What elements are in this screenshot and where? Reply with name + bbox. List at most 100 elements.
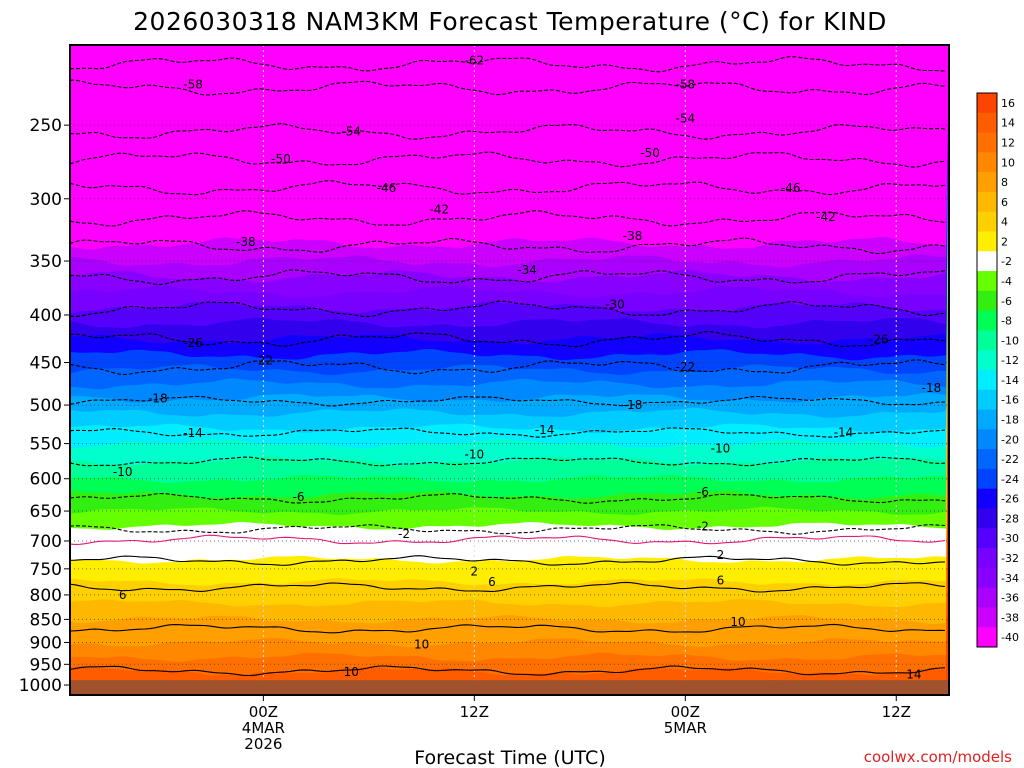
colorbar-swatch — [977, 607, 997, 628]
y-tick-label: 500 — [30, 396, 62, 416]
contour-line — [70, 427, 946, 438]
contour-line — [70, 456, 946, 467]
colorbar-swatch — [977, 290, 997, 312]
colorbar-swatch — [977, 152, 997, 173]
contour-label: -18 — [623, 398, 643, 412]
contour-label: -10 — [465, 447, 485, 461]
y-tick-label: 1000 — [19, 676, 62, 696]
colorbar-swatch — [977, 231, 997, 252]
colorbar-label: 10 — [1001, 156, 1015, 169]
colorbar-label: 6 — [1001, 196, 1008, 209]
contour-line — [70, 623, 946, 634]
dotted-grid — [70, 45, 949, 695]
colorbar-label: -28 — [1001, 512, 1019, 525]
contour-line — [70, 555, 946, 566]
colorbar-label: -20 — [1001, 433, 1019, 446]
contour-line — [70, 56, 946, 73]
contour-label: -38 — [623, 229, 643, 243]
colorbar-label: -16 — [1001, 394, 1019, 407]
contour-line — [70, 395, 946, 407]
contour-label: -54 — [341, 125, 361, 139]
colorbar-swatch — [977, 93, 997, 114]
contour-line — [70, 151, 946, 168]
colorbar-swatch — [977, 370, 997, 391]
contour-line — [70, 180, 946, 196]
colorbar-label: 2 — [1001, 235, 1008, 248]
y-axis-ticks: 250 300 350 400 450 500 550 600 650 700 750 800 850 9… — [19, 116, 70, 696]
contour-label: -2 — [398, 527, 410, 541]
x-tick-label: 4MAR — [242, 719, 285, 737]
x-axis-label: Forecast Time (UTC) — [414, 747, 605, 768]
contour-label: -18 — [922, 381, 942, 395]
colorbar-label: -32 — [1001, 552, 1019, 565]
ground-surface — [70, 680, 949, 695]
colorbar-swatch — [977, 627, 997, 648]
contour-label: 10 — [414, 638, 429, 652]
colorbar-label: -24 — [1001, 473, 1019, 486]
credit-text: coolwx.com/models — [864, 748, 1012, 766]
contour-label: -42 — [429, 202, 449, 216]
x-tick-label: 2026 — [244, 735, 282, 753]
isotherm-contours — [70, 56, 946, 677]
contour-line — [70, 300, 946, 318]
y-tick-label: 300 — [30, 190, 62, 210]
x-tick-label: 12Z — [882, 703, 911, 721]
colorbar-label: -34 — [1001, 572, 1019, 585]
x-tick-label: 00Z — [671, 703, 700, 721]
colorbar-label: -36 — [1001, 592, 1019, 605]
contour-label: 6 — [488, 575, 496, 589]
x-tick-label: 00Z — [249, 703, 278, 721]
colorbar-label: 8 — [1001, 176, 1008, 189]
colorbar-label: -26 — [1001, 493, 1019, 506]
contour-labels: -62-58-58-54-54-54-50-50-46-46-42-42-38-… — [113, 53, 977, 681]
contour-label: -6 — [293, 490, 305, 504]
contour-label: -6 — [697, 485, 709, 499]
chart-title: 2026030318 NAM3KM Forecast Temperature (… — [133, 7, 887, 36]
contour-label: -14 — [535, 423, 555, 437]
contour-label: -34 — [517, 263, 537, 277]
colorbar-label: -38 — [1001, 611, 1019, 624]
contour-label: -6 — [961, 499, 973, 513]
contour-label: 10 — [730, 615, 745, 629]
colorbar-swatch — [977, 310, 997, 331]
contour-label: -30 — [605, 298, 625, 312]
contour-label: -2 — [697, 519, 709, 533]
contour-label: -58 — [675, 77, 695, 91]
colorbar-swatch — [977, 429, 997, 450]
contour-line — [70, 331, 946, 348]
contour-line — [70, 237, 946, 255]
colorbar-label: -18 — [1001, 413, 1019, 426]
colorbar-swatch — [977, 132, 997, 153]
colorbar-swatch — [977, 271, 997, 292]
y-tick-label: 400 — [30, 306, 62, 326]
colorbar-label: -4 — [1001, 275, 1012, 288]
contour-line — [70, 359, 946, 376]
contour-label: -22 — [254, 354, 274, 368]
colorbar-swatch — [977, 508, 997, 529]
colorbar-frame — [976, 92, 998, 648]
y-tick-label: 850 — [30, 610, 62, 630]
contour-label: -38 — [236, 235, 256, 249]
colorbar-label: 16 — [1001, 97, 1015, 110]
colorbar-label: 14 — [1001, 117, 1015, 130]
contour-label: -62 — [465, 53, 485, 67]
contour-label: -14 — [183, 426, 203, 440]
colorbar-swatch — [977, 191, 997, 213]
contour-label: -42 — [816, 210, 836, 224]
contour-label: 2 — [717, 548, 725, 562]
contour-label: -30 — [957, 300, 977, 314]
y-tick-label: 450 — [30, 354, 62, 374]
contour-line — [70, 492, 946, 504]
color-band — [70, 45, 949, 250]
colorbar-swatch — [977, 587, 997, 608]
contour-label: -46 — [377, 181, 397, 195]
colorbar-swatch — [977, 112, 997, 134]
y-tick-label: 550 — [30, 435, 62, 455]
contour-label: -50 — [271, 152, 291, 166]
y-tick-label: 800 — [30, 586, 62, 606]
colorbar-label: -40 — [1001, 631, 1019, 644]
y-tick-label: 900 — [30, 633, 62, 653]
contour-line — [70, 269, 946, 286]
